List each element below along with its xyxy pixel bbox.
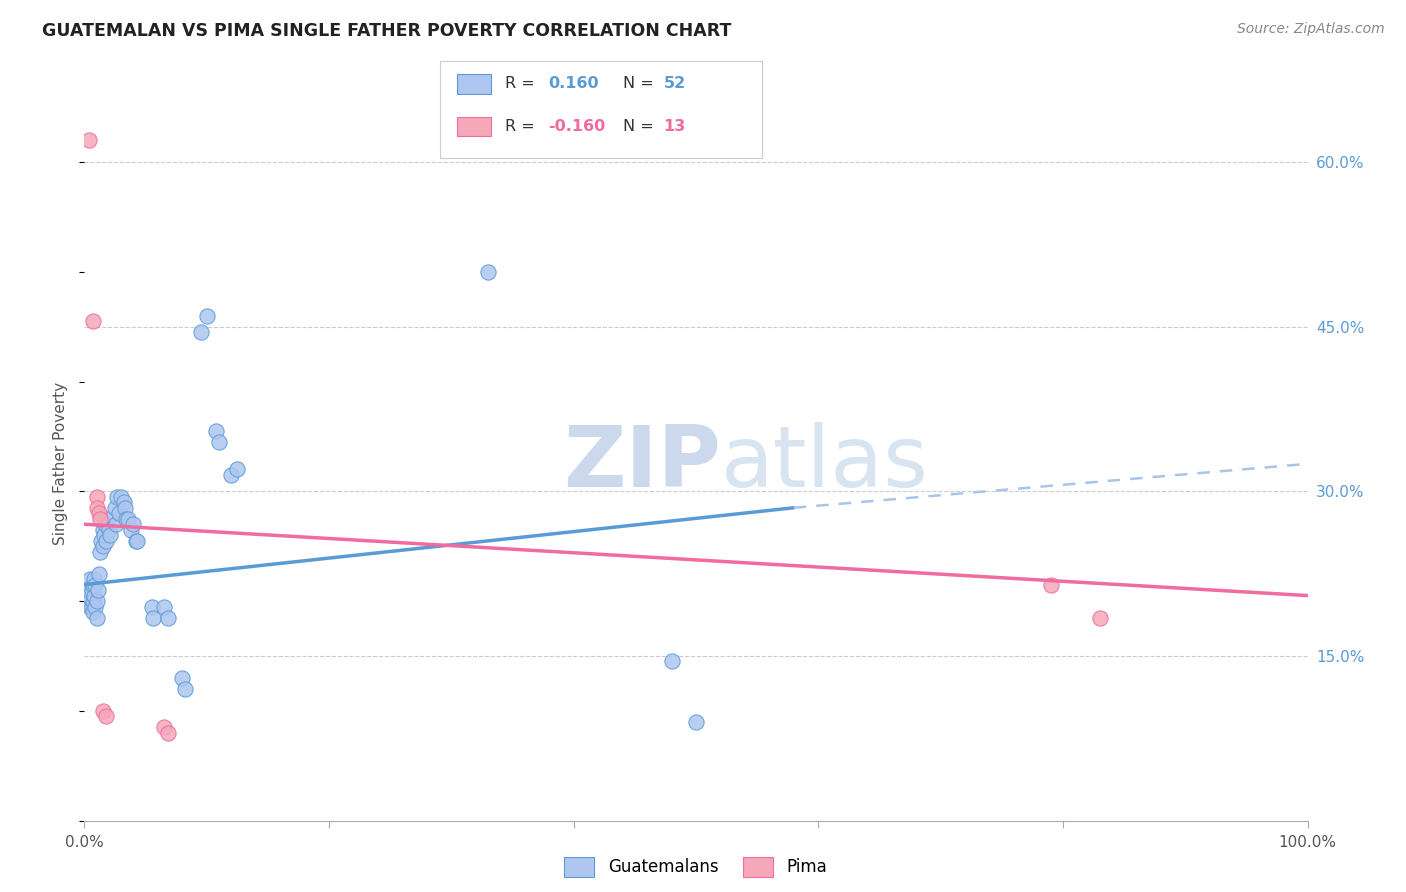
Point — [86, 500, 108, 515]
Point — [82, 605, 104, 619]
Point — [142, 610, 165, 624]
Point — [97, 512, 120, 526]
Point — [93, 528, 115, 542]
Point — [86, 610, 108, 624]
Point — [156, 610, 179, 624]
Point — [205, 424, 228, 438]
Point — [82, 594, 104, 608]
Text: 13: 13 — [664, 120, 686, 134]
Point — [89, 544, 111, 558]
Point — [83, 589, 105, 603]
Point — [208, 434, 231, 449]
Point — [1088, 610, 1111, 624]
Legend: Guatemalans, Pima: Guatemalans, Pima — [558, 850, 834, 884]
Point — [82, 314, 104, 328]
Text: R =: R = — [505, 120, 540, 134]
Point — [114, 500, 136, 515]
Text: ZIP: ZIP — [562, 422, 720, 506]
Point — [90, 533, 112, 548]
Point — [94, 517, 117, 532]
Point — [77, 589, 100, 603]
Point — [1039, 577, 1062, 591]
Text: N =: N = — [623, 77, 659, 91]
Text: -0.160: -0.160 — [548, 120, 606, 134]
Point — [80, 583, 103, 598]
Point — [86, 594, 108, 608]
Text: 0.160: 0.160 — [548, 77, 599, 91]
Point — [87, 506, 110, 520]
Point — [84, 599, 107, 614]
Point — [83, 572, 105, 586]
Point — [661, 655, 683, 669]
Text: Source: ZipAtlas.com: Source: ZipAtlas.com — [1237, 22, 1385, 37]
Point — [172, 671, 194, 685]
Point — [96, 533, 118, 548]
Point — [115, 512, 138, 526]
Point — [110, 490, 132, 504]
Point — [89, 512, 111, 526]
Point — [141, 599, 163, 614]
Point — [77, 133, 100, 147]
Point — [112, 495, 135, 509]
Point — [79, 599, 101, 614]
Point — [77, 583, 100, 598]
Point — [120, 523, 142, 537]
Point — [153, 720, 176, 734]
Point — [79, 572, 101, 586]
Point — [477, 265, 499, 279]
Point — [173, 681, 195, 696]
Point — [91, 704, 114, 718]
Point — [190, 325, 212, 339]
Point — [80, 599, 103, 614]
Text: GUATEMALAN VS PIMA SINGLE FATHER POVERTY CORRELATION CHART: GUATEMALAN VS PIMA SINGLE FATHER POVERTY… — [42, 22, 731, 40]
Y-axis label: Single Father Poverty: Single Father Poverty — [53, 383, 69, 545]
Point — [153, 599, 176, 614]
Point — [685, 714, 707, 729]
Point — [84, 577, 107, 591]
Point — [226, 462, 249, 476]
Point — [104, 500, 127, 515]
Point — [122, 517, 145, 532]
Point — [91, 539, 114, 553]
Text: N =: N = — [623, 120, 659, 134]
Point — [105, 517, 128, 532]
Point — [125, 533, 148, 548]
Point — [107, 506, 129, 520]
Point — [105, 490, 128, 504]
Point — [82, 577, 104, 591]
Point — [87, 566, 110, 581]
Point — [91, 523, 114, 537]
Point — [97, 523, 120, 537]
Point — [96, 709, 118, 723]
Point — [86, 490, 108, 504]
Point — [117, 512, 139, 526]
Text: atlas: atlas — [720, 422, 928, 506]
Point — [219, 467, 242, 482]
Text: R =: R = — [505, 77, 540, 91]
Text: 52: 52 — [664, 77, 686, 91]
Point — [195, 309, 218, 323]
Point — [156, 726, 179, 740]
Point — [125, 533, 148, 548]
Point — [98, 528, 121, 542]
Point — [87, 583, 110, 598]
